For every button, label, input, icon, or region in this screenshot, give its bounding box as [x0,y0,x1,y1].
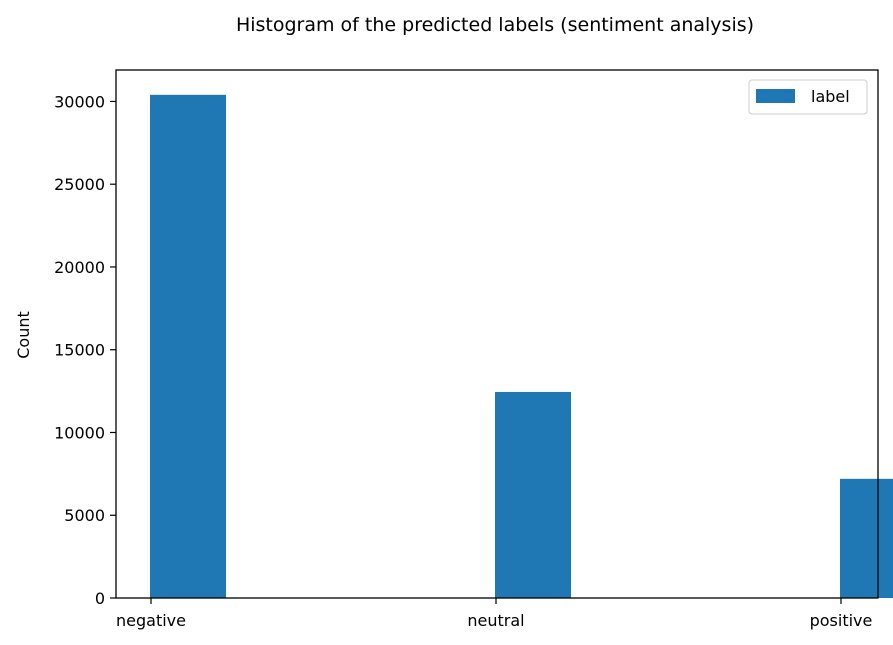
y-tick-label: 25000 [54,175,105,194]
y-axis-label: Count [14,311,33,359]
chart-title: Histogram of the predicted labels (senti… [236,14,754,36]
x-tick-label-positive: positive [810,611,873,630]
y-tick-label: 15000 [54,341,105,360]
y-tick-label: 0 [95,589,105,608]
legend-swatch-label [756,89,795,103]
x-tick-label-neutral: neutral [467,611,524,630]
bars [150,94,893,599]
y-tick-label: 30000 [54,92,105,111]
bar-negative [150,94,226,599]
y-tick-label: 20000 [54,258,105,277]
legend-label: label [811,87,850,106]
x-tick-label-negative: negative [116,611,186,630]
bar-positive [840,478,893,598]
y-tick-label: 5000 [64,506,105,525]
bar-neutral [495,391,571,598]
legend-box [748,79,868,115]
y-tick-label: 10000 [54,423,105,442]
x-axis-ticks: negative neutral positive [116,598,872,630]
plot-frame [115,69,879,599]
legend: label [748,79,868,115]
y-axis-ticks: 0 5000 10000 15000 20000 25000 30000 [54,92,116,608]
